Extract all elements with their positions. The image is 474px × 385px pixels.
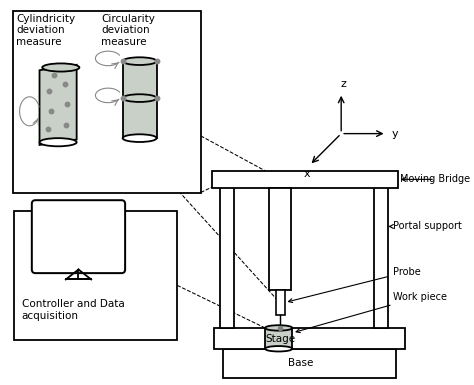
Text: x: x: [304, 169, 310, 179]
Ellipse shape: [123, 94, 156, 102]
Bar: [276, 290, 284, 315]
Text: Portal support: Portal support: [390, 221, 462, 231]
Text: y: y: [392, 129, 399, 139]
Bar: [14, 211, 177, 340]
Bar: [223, 349, 395, 378]
Ellipse shape: [265, 325, 292, 331]
Bar: [13, 11, 201, 192]
Text: Cylindricity
deviation
measure: Cylindricity deviation measure: [16, 13, 75, 47]
Ellipse shape: [42, 64, 79, 72]
Text: Moving Bridge: Moving Bridge: [400, 174, 470, 184]
Text: z: z: [340, 79, 346, 89]
Ellipse shape: [123, 57, 156, 65]
Bar: [220, 179, 234, 328]
Text: Base: Base: [288, 358, 314, 368]
Bar: [374, 179, 388, 328]
Ellipse shape: [265, 346, 292, 352]
Bar: [123, 61, 156, 138]
Text: Stage: Stage: [266, 333, 296, 343]
Polygon shape: [39, 65, 77, 145]
Text: Work piece: Work piece: [296, 292, 447, 333]
Ellipse shape: [123, 134, 156, 142]
FancyBboxPatch shape: [32, 200, 125, 273]
Bar: [212, 171, 398, 188]
Text: Controller and Data
acquisition: Controller and Data acquisition: [22, 300, 125, 321]
Text: Circularity
deviation
measure: Circularity deviation measure: [101, 13, 155, 47]
Text: Probe: Probe: [289, 267, 421, 303]
Bar: [269, 188, 292, 290]
Bar: [265, 328, 292, 349]
Bar: [214, 328, 405, 349]
Ellipse shape: [39, 138, 77, 146]
